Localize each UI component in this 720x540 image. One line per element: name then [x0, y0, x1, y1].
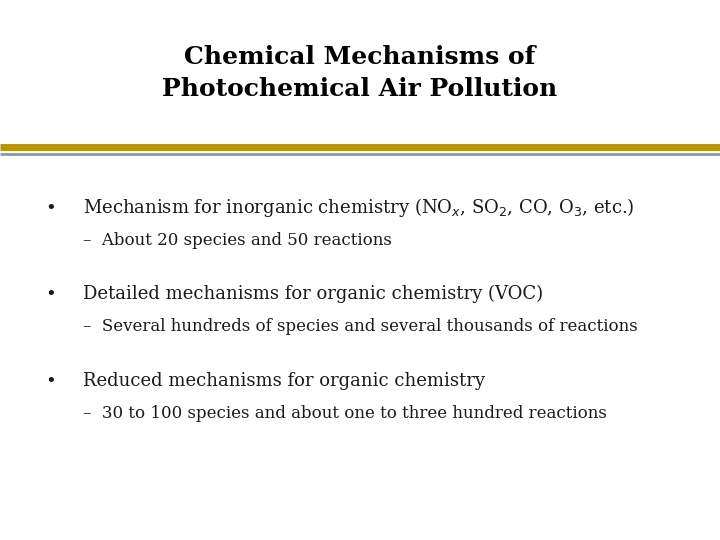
Text: –  About 20 species and 50 reactions: – About 20 species and 50 reactions: [83, 232, 392, 249]
Text: –  Several hundreds of species and several thousands of reactions: – Several hundreds of species and severa…: [83, 318, 637, 335]
Text: Reduced mechanisms for organic chemistry: Reduced mechanisms for organic chemistry: [83, 372, 485, 390]
Text: Mechanism for inorganic chemistry (NO$_x$, SO$_2$, CO, O$_3$, etc.): Mechanism for inorganic chemistry (NO$_x…: [83, 197, 634, 219]
Text: •: •: [45, 372, 55, 390]
Text: •: •: [45, 285, 55, 303]
Text: •: •: [45, 199, 55, 217]
Text: Detailed mechanisms for organic chemistry (VOC): Detailed mechanisms for organic chemistr…: [83, 285, 543, 303]
Text: Chemical Mechanisms of
Photochemical Air Pollution: Chemical Mechanisms of Photochemical Air…: [163, 45, 557, 100]
Text: –  30 to 100 species and about one to three hundred reactions: – 30 to 100 species and about one to thr…: [83, 404, 607, 422]
